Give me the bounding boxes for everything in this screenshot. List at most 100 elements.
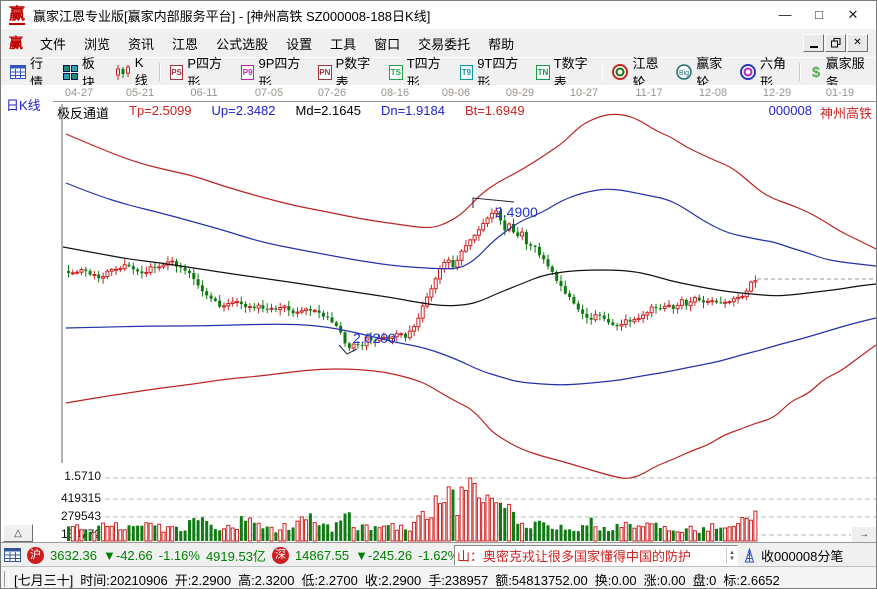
ticker-scroll-spinner[interactable]: ▲ ▼	[726, 547, 737, 564]
news-ticker-text: 山：奥密克戎让很多国家懂得中国的防护	[457, 549, 692, 564]
date-tick: 07-26	[317, 87, 347, 99]
mdi-minimize-button[interactable]	[803, 34, 824, 52]
date-tick: 09-06	[441, 87, 471, 99]
kline-chart-area[interactable]: 04-27 05-21 06-11 07-05 07-26 08-16 09-06 09-29…	[1, 85, 877, 543]
date-tick: 11-17	[635, 87, 663, 99]
menu-item-2[interactable]: 资讯	[128, 36, 155, 52]
toolbar-button-11[interactable]: 六角形	[733, 56, 797, 90]
channel-param: Dn=1.9184	[380, 103, 445, 118]
stock-label: 000008 神州高铁	[769, 103, 872, 122]
toolbar-button-8[interactable]: TN T数字表	[529, 56, 599, 90]
tool-bar: 行情 板块 K线 PS P四方形 P9 9P四方形 PN P数字表 TS T四方形 T9 9T四方形 TN…	[1, 55, 876, 90]
menu-item-8[interactable]: 交易委托	[418, 36, 471, 52]
mdi-restore-button[interactable]	[825, 34, 846, 52]
menu-item-4[interactable]: 公式选股	[216, 36, 269, 52]
date-tick: 04-27	[64, 87, 94, 99]
menu-item-5[interactable]: 设置	[286, 36, 313, 52]
sz-exchange-icon[interactable]: 深	[271, 546, 289, 564]
tn-badge-icon: TN	[536, 64, 550, 80]
minimize-button[interactable]: —	[778, 7, 792, 22]
toolbar-button-0[interactable]: 行情	[3, 56, 56, 90]
toolbar-separator	[798, 63, 801, 81]
info-segment: 手:238957	[428, 572, 489, 588]
svg-text:419315: 419315	[61, 491, 101, 505]
toolbar-label: K线	[134, 55, 148, 88]
sh-index-amount: 4919.53亿	[205, 548, 266, 564]
info-segment: 换:0.00	[594, 572, 637, 588]
tick-chart-label[interactable]: 收000008分笔	[761, 548, 844, 564]
date-tick: 09-29	[505, 87, 535, 99]
t9-badge-icon: T9	[459, 64, 474, 80]
title-bar: 赢 赢家江恩专业版[赢家内部服务平台] - [神州高铁 SZ000008-188…	[1, 1, 876, 30]
date-axis: 04-27 05-21 06-11 07-05 07-26 08-16 09-06 09-29…	[1, 87, 876, 99]
toolbar-button-3[interactable]: PS P四方形	[163, 56, 234, 90]
date-tick: 01-19	[825, 87, 855, 99]
channel-param: Bt=1.6949	[464, 103, 525, 118]
collapse-volume-button[interactable]: △	[3, 524, 33, 542]
mdi-close-button[interactable]: ✕	[847, 34, 868, 52]
menu-item-6[interactable]: 工具	[330, 36, 357, 52]
news-ticker[interactable]: 山：奥密克戎让很多国家懂得中国的防护 ▲ ▼	[454, 545, 738, 566]
info-segment: 盘:0	[692, 572, 717, 588]
blocks-icon	[62, 64, 78, 80]
svg-text:2.4900: 2.4900	[495, 204, 538, 220]
date-tick: 05-21	[125, 87, 155, 99]
close-button[interactable]: ✕	[847, 7, 859, 22]
ps-badge-icon: PS	[169, 64, 184, 80]
menu-bar: 赢 文件 浏览 资讯 江恩 公式选股 设置 工具 窗口 交易委托 帮助 ✕	[1, 29, 876, 57]
restore-icon	[830, 38, 840, 48]
quotes-table-icon[interactable]	[4, 548, 21, 562]
info-segment: 高:2.3200	[238, 572, 295, 588]
sh-exchange-icon[interactable]: 沪	[27, 546, 44, 564]
date-tick: 10-27	[569, 87, 599, 99]
date-tick: 12-29	[762, 87, 792, 99]
channel-param: Md=2.1645	[295, 103, 361, 118]
toolbar-button-9[interactable]: 江恩轮	[605, 56, 669, 90]
toolbar-button-4[interactable]: P9 9P四方形	[234, 56, 311, 90]
svg-text:279543: 279543	[61, 509, 101, 523]
date-tick: 08-16	[380, 87, 410, 99]
menu-item-1[interactable]: 浏览	[84, 36, 111, 52]
info-segment: 收:2.2900	[364, 572, 422, 588]
status-bar: 沪 3632.36 ▼-42.66 -1.16% 4919.53亿 深 1486…	[1, 542, 876, 567]
toolbar-button-10[interactable]: Big 赢家轮	[669, 56, 733, 90]
maximize-button[interactable]: □	[815, 7, 823, 22]
svg-text:2.0200: 2.0200	[353, 330, 396, 346]
sh-index-change: ▼-42.66	[103, 547, 153, 563]
sz-index-pct: -1.62%	[418, 547, 460, 563]
menu-item-9[interactable]: 帮助	[488, 36, 515, 52]
info-bar: [七月三十] 时间:20210906 开:2.2900 高:2.3200 低:2.270…	[1, 566, 876, 588]
header-divider	[53, 101, 876, 102]
pn-badge-icon: PN	[318, 64, 332, 80]
date-tick: 07-05	[254, 87, 284, 99]
sh-index-pct: -1.16%	[158, 547, 200, 563]
toolbar-button-6[interactable]: TS T四方形	[382, 56, 452, 90]
sh-index-value[interactable]: 3632.36	[50, 547, 97, 563]
toolbar-button-12[interactable]: $ 赢家服务	[803, 56, 874, 90]
channel-param: Up=2.3482	[211, 103, 276, 118]
date-tick: 06-11	[190, 87, 218, 99]
indicator-params: 极反通道 Tp=2.5099 Up=2.3482 Md=2.1645 Dn=1.918…	[57, 103, 525, 122]
stock-code: 000008	[768, 103, 812, 118]
menu-item-3[interactable]: 江恩	[172, 36, 199, 52]
sz-index-value[interactable]: 14867.55	[294, 547, 350, 563]
menu-item-0[interactable]: 文件	[40, 36, 67, 52]
menu-item-7[interactable]: 窗口	[374, 36, 401, 52]
dollar-icon: $	[810, 64, 822, 80]
info-segment: 涨:0.00	[643, 572, 686, 588]
toolbar-button-1[interactable]: 板块	[56, 56, 108, 90]
period-label: 日K线	[6, 98, 41, 113]
toolbar-button-7[interactable]: T9 9T四方形	[453, 56, 530, 90]
info-segment: 低:2.2700	[301, 572, 358, 588]
indicator-name: 极反通道	[57, 106, 110, 121]
info-segment: 开:2.2900	[174, 572, 232, 588]
signal-tower-icon	[744, 547, 755, 562]
toolbar-button-5[interactable]: PN P数字表	[311, 56, 382, 90]
date-tick: 12-08	[698, 87, 728, 99]
scroll-right-button[interactable]: →	[851, 526, 876, 543]
info-segment: 额:54813752.00	[495, 572, 588, 588]
mdi-controls: ✕	[803, 34, 868, 52]
toolbar-button-2[interactable]: K线	[108, 55, 157, 88]
